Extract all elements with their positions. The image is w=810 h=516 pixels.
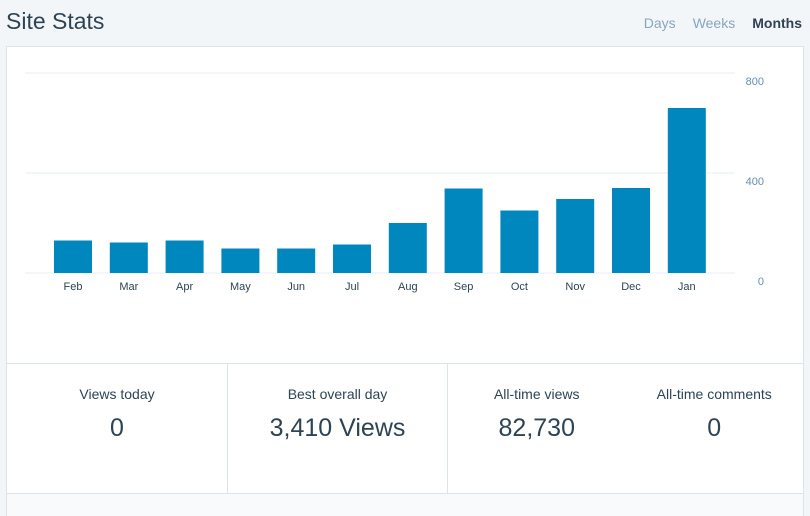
- chart-bar-may[interactable]: [221, 248, 260, 274]
- best-day-label: Best overall day: [287, 386, 388, 402]
- x-tick-label: Nov: [565, 281, 585, 293]
- y-tick-label: 400: [746, 176, 764, 188]
- x-tick-label: Sep: [454, 281, 474, 293]
- views-today-cell: Views today 0: [7, 364, 227, 494]
- card-footer: [7, 493, 803, 516]
- chart-bar-mar[interactable]: [109, 242, 148, 274]
- x-tick-label: May: [230, 281, 251, 293]
- chart-bar-aug[interactable]: [388, 223, 427, 273]
- alltime-comments-value: 0: [707, 414, 722, 442]
- alltime-views-block: All-time views 82,730: [448, 364, 626, 494]
- alltime-comments-block: All-time comments 0: [626, 364, 804, 494]
- chart-bar-apr[interactable]: [165, 240, 204, 274]
- chart-bar-jun[interactable]: [277, 248, 316, 274]
- views-today-value: 0: [110, 414, 124, 442]
- x-tick-label: Apr: [176, 281, 193, 293]
- period-tabs: Days Weeks Months: [627, 15, 802, 31]
- page-title: Site Stats: [6, 8, 105, 34]
- best-day-cell[interactable]: Best overall day 3,410 Views: [227, 364, 447, 494]
- x-tick-label: Mar: [119, 281, 138, 293]
- views-bar-chart: 800 400 0 Feb Mar Apr May Jun Jul Aug Sep Oct Nov Dec…: [25, 72, 764, 293]
- chart-area: 800 400 0 Feb Mar Apr May Jun Jul Aug Sep Oct Nov Dec…: [7, 47, 803, 363]
- x-tick-label: Jul: [345, 281, 359, 293]
- x-tick-label: Oct: [511, 281, 528, 293]
- best-day-value: 3,410 Views: [269, 414, 406, 442]
- x-tick-label: Jan: [678, 281, 696, 293]
- alltime-cell: All-time views 82,730 All-time comments …: [447, 364, 803, 494]
- chart-bar-nov[interactable]: [556, 199, 595, 273]
- y-tick-label: 0: [758, 276, 764, 288]
- chart-bar-jan[interactable]: [667, 108, 706, 273]
- tab-weeks[interactable]: Weeks: [692, 15, 736, 31]
- chart-bar-oct[interactable]: [500, 210, 539, 274]
- tab-months[interactable]: Months: [752, 15, 802, 31]
- chart-bar-dec[interactable]: [612, 188, 650, 273]
- stats-card: 800 400 0 Feb Mar Apr May Jun Jul Aug Sep Oct Nov Dec…: [6, 46, 804, 516]
- x-tick-label: Feb: [64, 281, 83, 293]
- x-tick-label: Aug: [398, 281, 418, 293]
- tab-days[interactable]: Days: [643, 15, 676, 31]
- stats-summary-row: Views today 0 Best overall day 3,410 Vie…: [7, 363, 803, 494]
- alltime-comments-label: All-time comments: [656, 386, 772, 402]
- x-tick-label: Jun: [287, 281, 305, 293]
- chart-bar-sep[interactable]: [444, 188, 483, 274]
- y-tick-label: 800: [746, 76, 764, 88]
- chart-bar-feb[interactable]: [54, 240, 92, 274]
- x-tick-label: Dec: [621, 281, 641, 293]
- alltime-views-label: All-time views: [493, 386, 580, 402]
- views-today-label: Views today: [79, 386, 155, 402]
- chart-bar-jul[interactable]: [333, 244, 371, 274]
- alltime-views-value: 82,730: [498, 414, 575, 442]
- stats-header: Site Stats Days Weeks Months: [0, 0, 810, 46]
